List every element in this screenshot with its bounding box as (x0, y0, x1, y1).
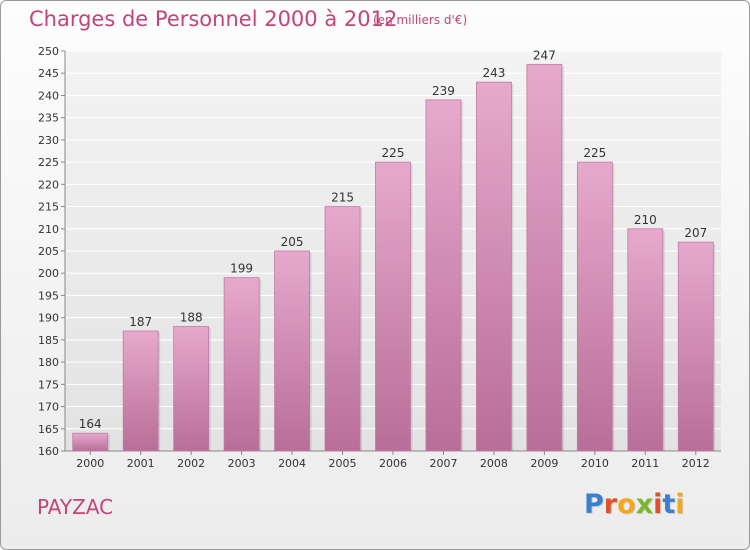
y-tick-label: 185 (38, 334, 59, 347)
data-label: 225 (382, 146, 405, 160)
data-label: 188 (180, 311, 203, 325)
y-tick-label: 175 (38, 378, 59, 391)
logo-letter: r (603, 489, 618, 520)
commune-name: PAYZAC (37, 495, 114, 519)
y-tick-label: 160 (38, 445, 59, 458)
x-tick-label: 2000 (76, 457, 104, 470)
logo-letter: i (675, 489, 685, 520)
bar (223, 277, 260, 452)
logo-letter: t (662, 489, 676, 520)
bar (173, 326, 210, 452)
data-label: 247 (533, 48, 556, 62)
proxiti-logo[interactable]: Proxiti (584, 489, 685, 520)
bar (576, 161, 613, 452)
y-tick-label: 245 (38, 67, 59, 80)
x-tick-label: 2010 (581, 457, 609, 470)
data-label: 215 (331, 191, 354, 205)
data-label: 187 (129, 315, 152, 329)
y-tick-label: 230 (38, 134, 59, 147)
y-tick-label: 220 (38, 178, 59, 191)
x-tick-label: 2004 (278, 457, 306, 470)
x-tick-label: 2002 (177, 457, 205, 470)
y-tick-label: 250 (38, 45, 59, 58)
x-tick-label: 2007 (429, 457, 457, 470)
y-tick-label: 210 (38, 223, 59, 236)
x-tick-label: 2003 (228, 457, 256, 470)
bar (324, 206, 361, 452)
y-tick-label: 165 (38, 423, 59, 436)
logo-letter: o (617, 489, 636, 520)
data-label: 243 (482, 66, 505, 80)
bar (375, 161, 411, 452)
chart-subtitle: (en milliers d'€) (373, 13, 468, 27)
x-tick-label: 2011 (631, 457, 659, 470)
y-tick-label: 180 (38, 356, 59, 369)
bar (526, 63, 563, 452)
data-label: 199 (230, 262, 253, 276)
y-tick-label: 225 (38, 156, 59, 169)
bar (476, 81, 512, 452)
y-tick-label: 195 (38, 289, 59, 302)
bar (122, 330, 159, 452)
logo-letter: i (653, 489, 663, 520)
bar (425, 99, 462, 452)
x-tick-label: 2001 (127, 457, 155, 470)
data-label: 225 (583, 146, 606, 160)
y-tick-label: 170 (38, 401, 59, 414)
y-tick-label: 240 (38, 89, 59, 102)
data-label: 239 (432, 84, 455, 98)
y-tick-label: 200 (38, 267, 59, 280)
data-label: 207 (684, 226, 707, 240)
chart-title: Charges de Personnel 2000 à 2012 (29, 7, 398, 31)
x-tick-label: 2005 (329, 457, 357, 470)
data-label: 205 (281, 235, 304, 249)
y-tick-label: 205 (38, 245, 59, 258)
y-tick-label: 190 (38, 312, 59, 325)
data-label: 210 (634, 213, 657, 227)
x-tick-label: 2008 (480, 457, 508, 470)
bar (274, 250, 310, 452)
bar (677, 241, 714, 452)
logo-letter: x (635, 489, 654, 520)
bar (72, 432, 109, 452)
x-tick-label: 2006 (379, 457, 407, 470)
logo-letter: P (584, 489, 604, 520)
plot-area: 160 165 170 175 180 185 190 195 200 205 210 215 220 2… (38, 45, 721, 470)
bar (627, 228, 664, 452)
x-tick-label: 2009 (530, 457, 558, 470)
y-tick-label: 235 (38, 112, 59, 125)
x-tick-label: 2012 (682, 457, 710, 470)
y-tick-label: 215 (38, 201, 59, 214)
data-label: 164 (79, 417, 102, 431)
